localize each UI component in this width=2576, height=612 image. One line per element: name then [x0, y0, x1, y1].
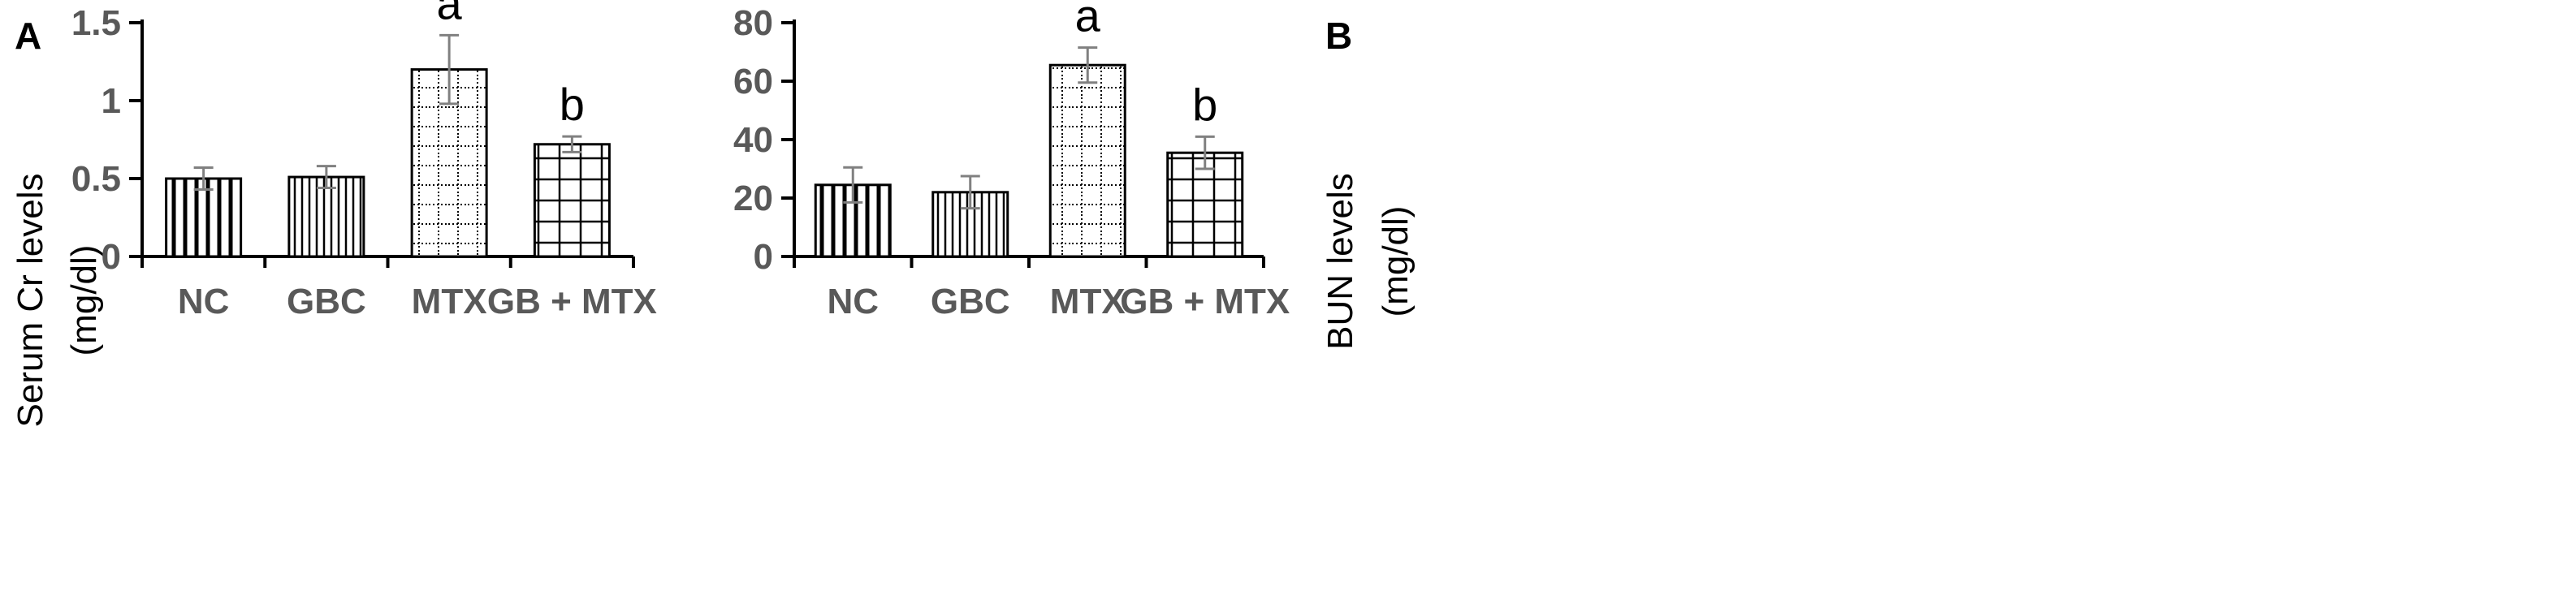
panel-b-bar-mtx	[1048, 63, 1126, 258]
panel-a-y-tick-label: 1.5	[71, 3, 121, 43]
panel-b-significance-label: b	[1192, 79, 1217, 130]
panel-a-x-tick-label: NC	[178, 282, 230, 321]
panel-b-x-tick-label: GBC	[931, 282, 1010, 321]
panel-b-ylabel-line1: BUN levels	[1320, 173, 1360, 350]
panel-a-ylabel-line1: Serum Cr levels	[11, 174, 50, 428]
panel-a-plot: 0 0.5 1 1.5 NC GBC MTX a GB + MTX b	[71, 0, 657, 321]
panel-b-y-tick-label: 20	[733, 179, 773, 218]
panel-a-bar-gbc	[287, 175, 365, 258]
panel-b-significance-label: a	[1075, 0, 1101, 41]
panel-b-letter: B	[1325, 15, 1352, 57]
panel-a-significance-label: a	[437, 0, 463, 28]
panel-b-y-tick-label: 0	[754, 237, 773, 277]
panel-a-y-tick-label: 0.5	[71, 159, 121, 199]
panel-b-x-tick-label: NC	[827, 282, 879, 321]
panel-a-bar-gb-mtx	[533, 143, 611, 258]
panel-a-x-tick-label: GBC	[287, 282, 366, 321]
panel-a-significance-label: b	[560, 79, 585, 130]
panel-a-y-tick-label: 1	[102, 81, 121, 121]
panel-b-x-tick-label: GB + MTX	[1120, 282, 1290, 321]
panel-b-ylabel-line2: (mg/dl)	[1376, 206, 1416, 317]
panel-b-y-tick-label: 80	[733, 3, 773, 43]
panel-a-bar-nc	[165, 177, 243, 258]
panel-b-x-tick-label: MTX	[1050, 282, 1126, 321]
panel-a-letter: A	[15, 15, 41, 57]
panel-b-y-tick-label: 60	[733, 62, 773, 101]
panel-a-x-tick-label: GB + MTX	[487, 282, 657, 321]
panel-a-x-tick-label: MTX	[412, 282, 487, 321]
panel-a-y-tick-label: 0	[102, 237, 121, 277]
panel-b-plot: 0 20 40 60 80 NC GBC MTX a GB + MTX b	[733, 0, 1290, 321]
panel-b-y-tick-label: 40	[733, 120, 773, 160]
panel-a-ylabel-line2: (mg/dl)	[64, 245, 104, 356]
